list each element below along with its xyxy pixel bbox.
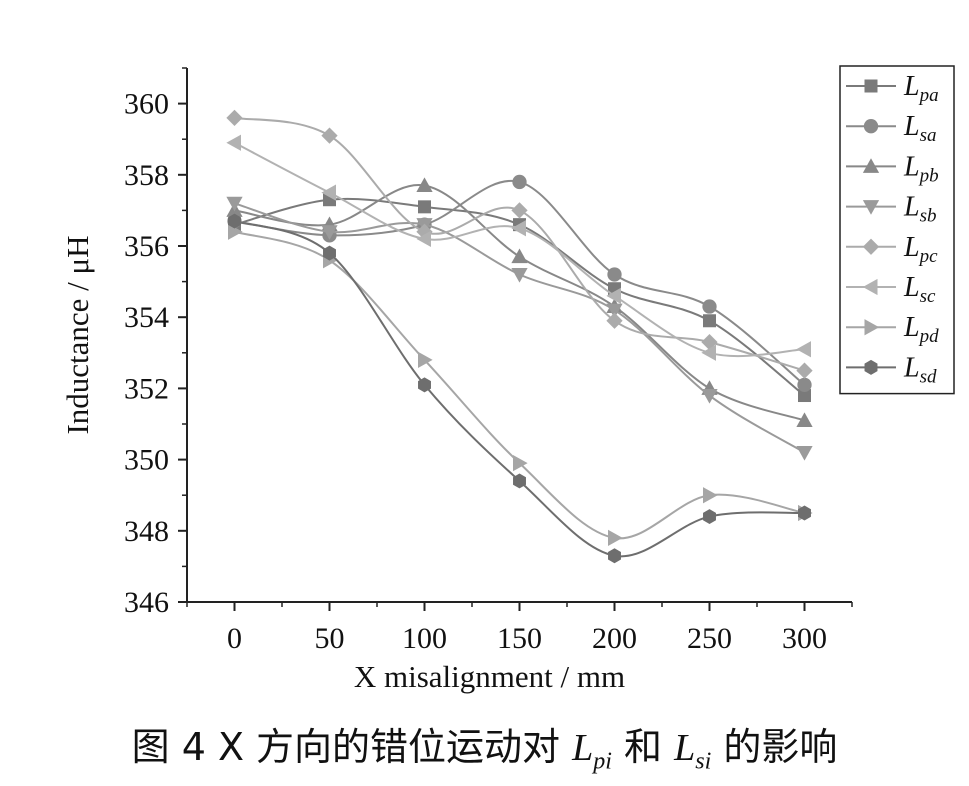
x-axis-title: X misalignment / mm	[354, 659, 625, 694]
legend-swatch-marker	[864, 359, 878, 375]
legend-swatch-marker	[862, 238, 880, 255]
x-tick-label: 300	[782, 622, 827, 655]
inductance-line-chart: 346 348 350 352 354 356 358 360 0 50 100 150 200 250 3…	[60, 65, 955, 694]
data-point	[418, 377, 431, 393]
data-point	[607, 267, 622, 282]
y-tick-label: 354	[124, 301, 169, 334]
axes: 346 348 350 352 354 356 358 360 0 50 100 150 200 250 3…	[60, 67, 853, 694]
legend-swatch-marker	[864, 319, 880, 336]
y-axis-title: Inductance / μH	[60, 235, 95, 434]
data-point	[513, 455, 528, 472]
y-tick-label: 360	[124, 88, 169, 121]
legend-swatch-marker	[862, 158, 880, 173]
legend-item: Lsa	[846, 111, 936, 146]
data-point	[606, 287, 621, 304]
data-point	[418, 200, 431, 214]
series-line	[234, 116, 805, 372]
data-point	[418, 351, 433, 369]
data-point	[511, 220, 526, 237]
data-point	[796, 362, 813, 379]
data-point	[796, 341, 811, 358]
series-lsc	[226, 134, 811, 361]
data-point	[512, 174, 527, 190]
legend-swatch-marker	[862, 200, 880, 215]
y-tick-label: 358	[124, 159, 169, 192]
data-point	[798, 505, 811, 521]
series-lsd	[228, 213, 811, 564]
series-lpc	[226, 109, 813, 379]
series-line	[234, 202, 806, 454]
data-point	[797, 377, 812, 392]
data-point	[321, 225, 338, 240]
y-tick-label: 352	[124, 372, 169, 405]
data-point	[226, 109, 243, 126]
caption-prefix: 图 4 X 方向的错位运动对	[131, 725, 573, 769]
x-tick-label: 50	[315, 622, 345, 655]
caption-var-lpi: L	[572, 727, 594, 769]
data-point	[226, 134, 241, 151]
data-point	[323, 245, 336, 261]
y-tick-label: 350	[124, 444, 169, 477]
data-point	[796, 445, 813, 461]
caption-var-lsi: L	[674, 727, 696, 769]
data-point	[228, 223, 243, 240]
data-point	[511, 202, 528, 219]
data-point	[321, 184, 336, 201]
x-tick-label: 250	[687, 622, 732, 655]
figure-caption: 图 4 X 方向的错位运动对 Lpi 和 Lsi 的影响	[0, 716, 969, 776]
x-tick-label: 150	[497, 622, 542, 655]
data-point	[226, 196, 243, 212]
caption-sub-pi: pi	[593, 748, 612, 775]
caption-suffix: 的影响	[711, 725, 838, 769]
data-point	[228, 213, 241, 229]
legend-item: Lsc	[846, 272, 936, 307]
data-point	[416, 177, 433, 192]
y-tick-label: 356	[124, 230, 169, 263]
y-tick-label: 346	[124, 586, 169, 619]
legend-swatch-marker	[864, 79, 878, 93]
data-point	[701, 389, 718, 404]
data-point	[796, 412, 813, 427]
legend-box	[839, 65, 955, 395]
data-point	[608, 529, 623, 547]
data-point	[606, 303, 623, 319]
data-point	[701, 344, 716, 361]
x-tick-label: 200	[592, 622, 637, 655]
caption-mid: 和	[611, 725, 675, 769]
caption-sub-si: si	[695, 748, 712, 775]
data-point	[321, 127, 338, 144]
y-tick-label: 348	[124, 515, 169, 548]
data-point	[703, 509, 716, 525]
data-point	[511, 267, 528, 283]
data-point	[606, 312, 623, 329]
x-tick-label: 0	[227, 622, 242, 655]
series-lsb	[226, 196, 813, 461]
plot-area	[226, 109, 813, 564]
data-point	[511, 248, 528, 264]
legend-item: Lpa	[846, 71, 939, 106]
data-point	[513, 473, 526, 489]
data-point	[703, 487, 718, 504]
legend-swatch-marker	[863, 119, 879, 134]
x-tick-label: 100	[402, 622, 447, 655]
legend-label: Lsc	[903, 272, 936, 307]
data-point	[416, 230, 431, 248]
data-point	[798, 389, 811, 403]
data-point	[703, 314, 716, 328]
data-point	[702, 299, 717, 314]
legend-swatch-marker	[862, 278, 878, 296]
data-point	[608, 548, 621, 564]
